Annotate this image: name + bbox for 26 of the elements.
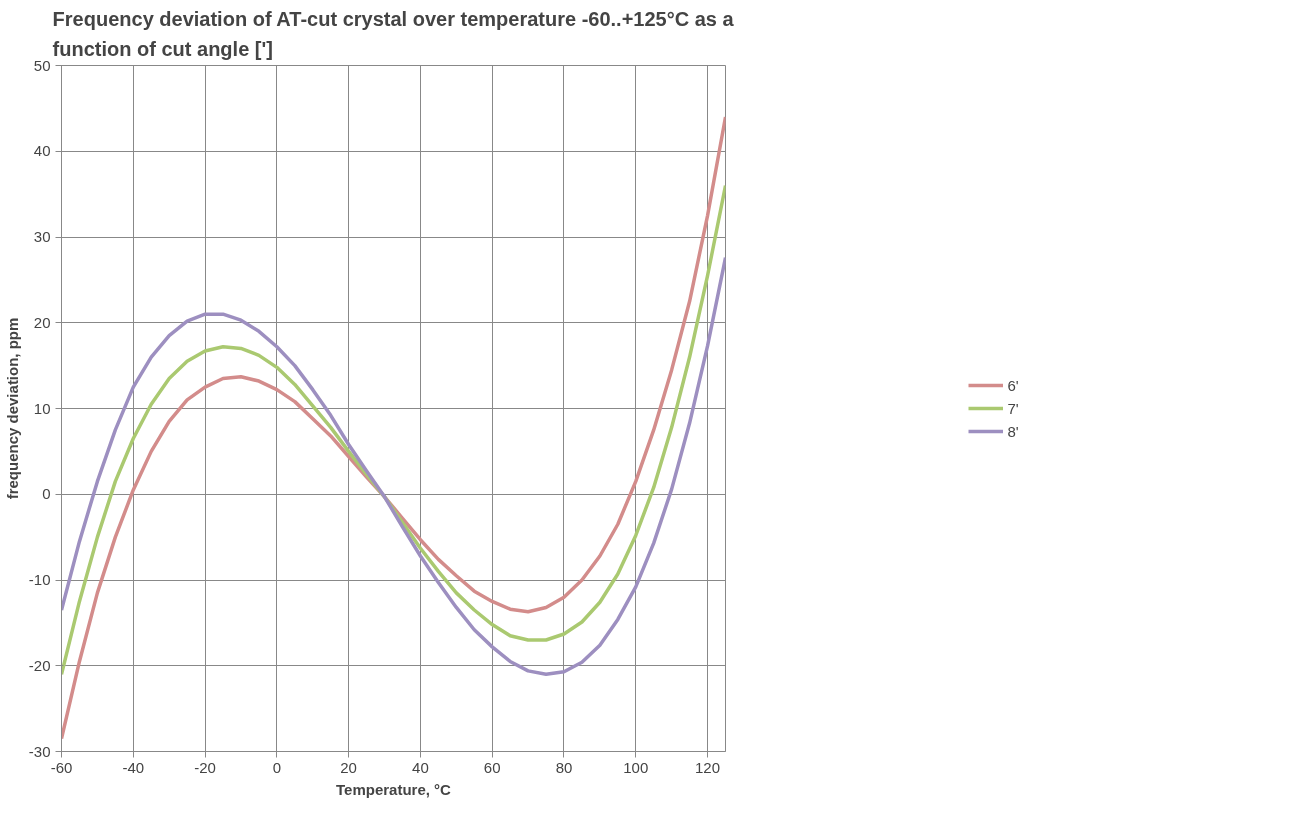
x-tick-label: 120 — [695, 758, 721, 776]
y-tick-label: -10 — [28, 571, 51, 588]
x-tick-label: -60 — [50, 758, 73, 776]
x-tick-label: -20 — [194, 758, 216, 776]
legend-label: 8' — [1007, 422, 1020, 440]
x-axis-title: Temperature, °C — [336, 780, 452, 798]
x-tick-label: 40 — [412, 758, 429, 776]
x-tick-label: 60 — [483, 758, 501, 776]
y-tick-label: 50 — [33, 56, 51, 74]
y-tick-label: 40 — [33, 142, 51, 160]
x-tick-label: 20 — [340, 758, 357, 776]
legend-label: 7' — [1007, 399, 1020, 417]
legend-label: 6' — [1007, 376, 1020, 394]
x-tick-label: 100 — [623, 758, 649, 776]
chart-title: Frequency deviation of AT-cut crystal over temperature -60..+125°C as a function of cut angle ['] — [52, 7, 735, 61]
y-tick-label: 0 — [42, 485, 51, 503]
y-tick-label: -30 — [28, 742, 51, 760]
x-tick-label: 80 — [555, 758, 573, 776]
y-axis-title: frequency deviation, ppm — [3, 317, 21, 500]
y-tick-label: -20 — [28, 656, 51, 674]
y-tick-label: 20 — [33, 313, 51, 331]
x-tick-label: -40 — [122, 758, 145, 776]
x-tick-label: 0 — [272, 758, 282, 776]
y-tick-label: 30 — [33, 228, 51, 245]
y-tick-label: 10 — [33, 399, 51, 417]
line-series — [61, 115, 726, 741]
